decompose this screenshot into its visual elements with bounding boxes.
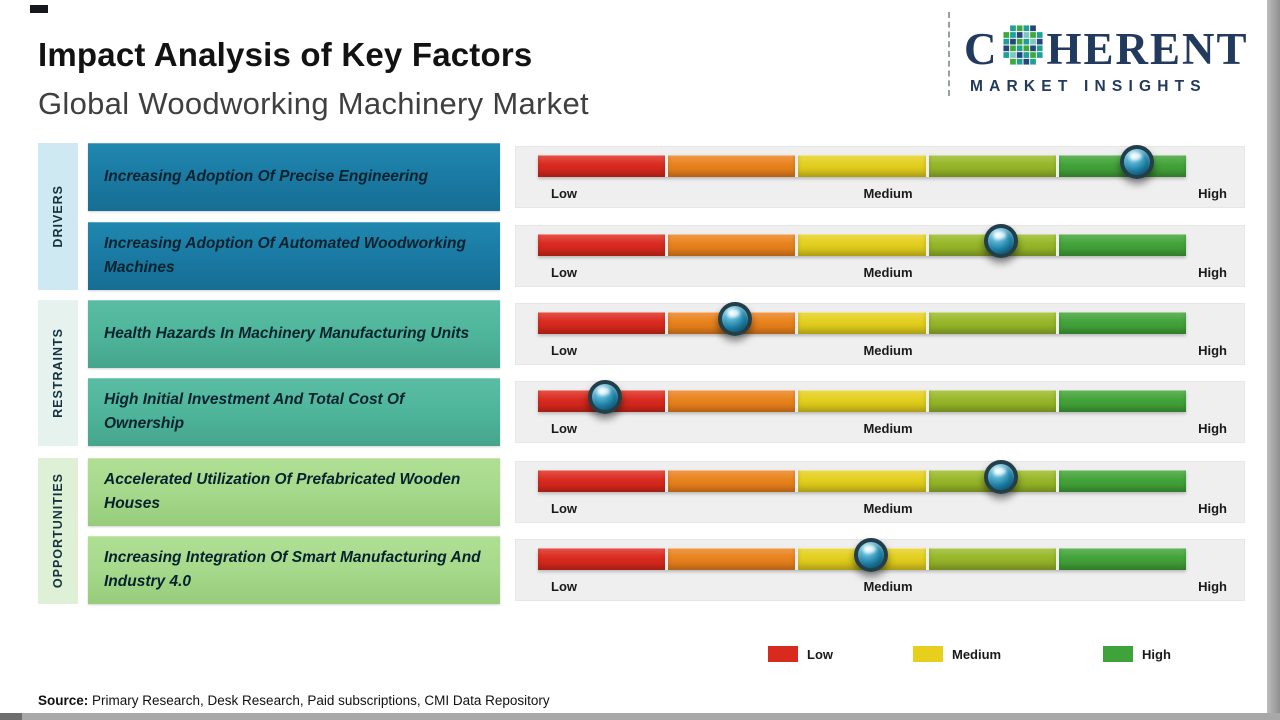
impact-marker[interactable] <box>983 224 1018 258</box>
page-title: Impact Analysis of Key Factors <box>38 36 533 73</box>
scale-label-medium: Medium <box>863 186 913 201</box>
impact-bar <box>538 145 1187 179</box>
logo-wordmark: C HERENT <box>964 24 1264 74</box>
impact-slider-row: Low Medium High <box>515 224 1245 287</box>
scale-label-medium: Medium <box>863 501 913 516</box>
bar-segment <box>538 548 666 570</box>
bottom-left-corner-mark <box>0 713 22 720</box>
source-note: Source: Primary Research, Desk Research,… <box>38 693 550 708</box>
bar-segment <box>1058 390 1187 412</box>
factor-label: Increasing Adoption Of Automated Woodwor… <box>88 222 500 290</box>
bar-segment <box>928 312 1056 334</box>
bar-segment <box>1058 470 1187 492</box>
company-logo: C HERENT MARKET INSIGHTS <box>964 24 1264 96</box>
bar-segment <box>668 548 796 570</box>
factor-label: Health Hazards In Machinery Manufacturin… <box>88 300 500 368</box>
scale-label-low: Low <box>551 501 577 516</box>
page-subtitle: Global Woodworking Machinery Market <box>38 86 589 121</box>
legend-item-high: High <box>1103 646 1171 662</box>
group-label-restraints: RESTRAINTS <box>38 300 78 446</box>
factor-label: High Initial Investment And Total Cost O… <box>88 378 500 446</box>
bar-segment <box>798 234 926 256</box>
scale-label-high: High <box>1198 579 1227 594</box>
source-text: Primary Research, Desk Research, Paid su… <box>88 693 550 708</box>
bar-segment <box>928 548 1056 570</box>
impact-marker[interactable] <box>717 302 752 336</box>
impact-bar <box>538 224 1187 258</box>
bar-segment <box>668 390 796 412</box>
legend-swatch-low <box>768 646 798 662</box>
bar-segment <box>1058 234 1187 256</box>
impact-marker[interactable] <box>1119 145 1154 179</box>
logo-globe-icon <box>1002 24 1044 74</box>
bottom-border-strip <box>0 713 1280 720</box>
bar-segment <box>798 155 926 177</box>
bar-segment <box>928 155 1056 177</box>
bar-segment <box>538 234 666 256</box>
logo-letter-c: C <box>964 23 999 74</box>
scale-label-low: Low <box>551 421 577 436</box>
impact-marker[interactable] <box>588 380 623 414</box>
bar-segment <box>538 470 666 492</box>
scale-label-medium: Medium <box>863 343 913 358</box>
impact-bar <box>538 302 1187 336</box>
group-label-drivers: DRIVERS <box>38 143 78 290</box>
impact-marker[interactable] <box>853 538 888 572</box>
scale-label-low: Low <box>551 265 577 280</box>
legend-swatch-medium <box>913 646 943 662</box>
scale-label-high: High <box>1198 186 1227 201</box>
scale-label-low: Low <box>551 186 577 201</box>
scale-label-medium: Medium <box>863 421 913 436</box>
impact-bar <box>538 380 1187 414</box>
bar-segment <box>668 234 796 256</box>
bar-segment <box>538 155 666 177</box>
scale-label-high: High <box>1198 343 1227 358</box>
logo-divider <box>948 12 950 96</box>
scale-label-medium: Medium <box>863 579 913 594</box>
scale-label-high: High <box>1198 501 1227 516</box>
impact-marker[interactable] <box>983 460 1018 494</box>
right-border-strip <box>1267 0 1280 720</box>
group-label-opportunities: OPPORTUNITIES <box>38 458 78 604</box>
bar-segment <box>798 312 926 334</box>
impact-slider-row: Low Medium High <box>515 380 1245 443</box>
impact-slider-row: Low Medium High <box>515 145 1245 208</box>
bar-segment <box>928 390 1056 412</box>
scale-label-high: High <box>1198 265 1227 280</box>
legend-item-low: Low <box>768 646 833 662</box>
bar-segment <box>668 155 796 177</box>
bar-segment <box>798 470 926 492</box>
legend-item-medium: Medium <box>913 646 1001 662</box>
bar-segment <box>1058 548 1187 570</box>
bar-segment <box>668 470 796 492</box>
impact-slider-row: Low Medium High <box>515 460 1245 523</box>
source-label: Source: <box>38 693 89 708</box>
scale-label-high: High <box>1198 421 1227 436</box>
legend-swatch-high <box>1103 646 1133 662</box>
impact-slider-row: Low Medium High <box>515 302 1245 365</box>
scale-label-medium: Medium <box>863 265 913 280</box>
scale-label-low: Low <box>551 579 577 594</box>
impact-bar <box>538 538 1187 572</box>
impact-slider-row: Low Medium High <box>515 538 1245 601</box>
factor-label: Increasing Integration Of Smart Manufact… <box>88 536 500 604</box>
impact-bar <box>538 460 1187 494</box>
logo-letters-rest: HERENT <box>1046 23 1249 74</box>
scale-label-low: Low <box>551 343 577 358</box>
logo-tagline: MARKET INSIGHTS <box>970 78 1207 95</box>
bar-segment <box>798 390 926 412</box>
bar-segment <box>538 312 666 334</box>
factor-label: Increasing Adoption Of Precise Engineeri… <box>88 143 500 211</box>
corner-mark <box>30 5 48 13</box>
bar-segment <box>1058 312 1187 334</box>
factor-label: Accelerated Utilization Of Prefabricated… <box>88 458 500 526</box>
